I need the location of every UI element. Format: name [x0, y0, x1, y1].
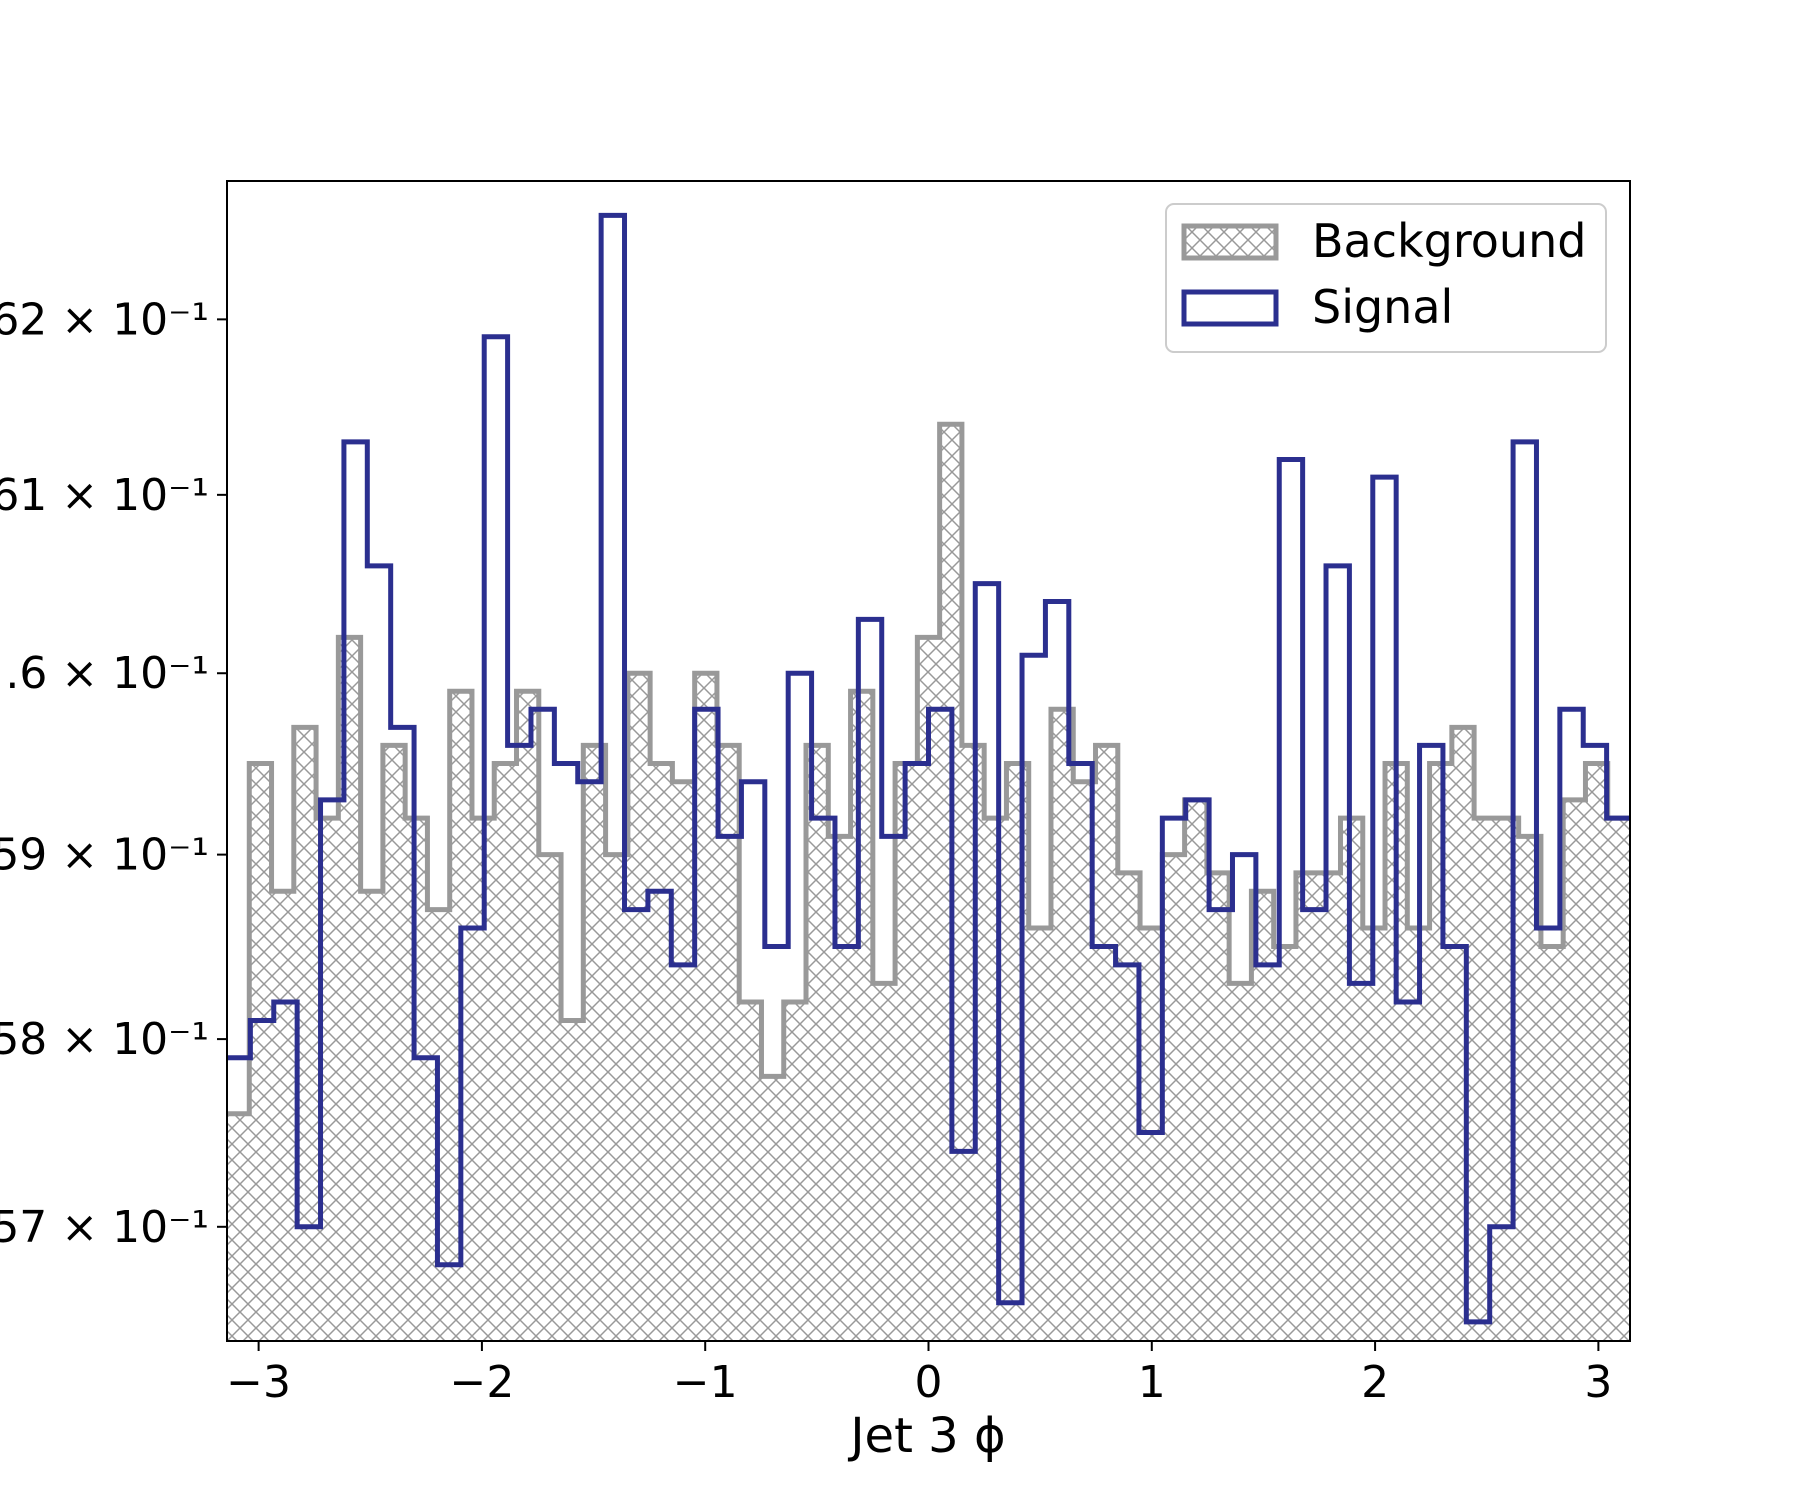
x-tick-label: −3 — [226, 1357, 291, 1408]
legend-signal-swatch — [1181, 289, 1279, 327]
plot-area — [227, 212, 1630, 1341]
y-tick-label: 58 × 10⁻¹ — [0, 1014, 209, 1065]
legend-signal-label: Signal — [1312, 280, 1453, 334]
y-tick-label: 61 × 10⁻¹ — [0, 470, 209, 521]
x-tick-label: 3 — [1584, 1357, 1612, 1408]
legend: Background Signal — [1165, 203, 1607, 353]
legend-background-swatch — [1181, 223, 1279, 261]
legend-background-label: Background — [1312, 214, 1586, 268]
x-tick-label: −2 — [449, 1357, 514, 1408]
x-tick-label: 1 — [1138, 1357, 1166, 1408]
y-tick-label: 59 × 10⁻¹ — [0, 830, 209, 881]
x-axis-ticks: −3 −2 −1 0 1 2 3 — [226, 1341, 1612, 1408]
signal-histogram-outline — [227, 212, 1630, 1325]
background-histogram-fill — [227, 424, 1630, 1341]
y-tick-label: 57 × 10⁻¹ — [0, 1202, 209, 1253]
y-tick-label: 62 × 10⁻¹ — [0, 294, 209, 345]
y-tick-label: .6 × 10⁻¹ — [5, 648, 209, 699]
x-axis-title: Jet 3 ϕ — [847, 1408, 1005, 1464]
y-axis-ticks: 57 × 10⁻¹ 58 × 10⁻¹ 59 × 10⁻¹ .6 × 10⁻¹ 61 ×… — [0, 294, 227, 1253]
x-tick-label: 2 — [1361, 1357, 1389, 1408]
x-tick-label: −1 — [673, 1357, 738, 1408]
background-histogram-outline — [227, 421, 1630, 1117]
x-tick-label: 0 — [915, 1357, 943, 1408]
